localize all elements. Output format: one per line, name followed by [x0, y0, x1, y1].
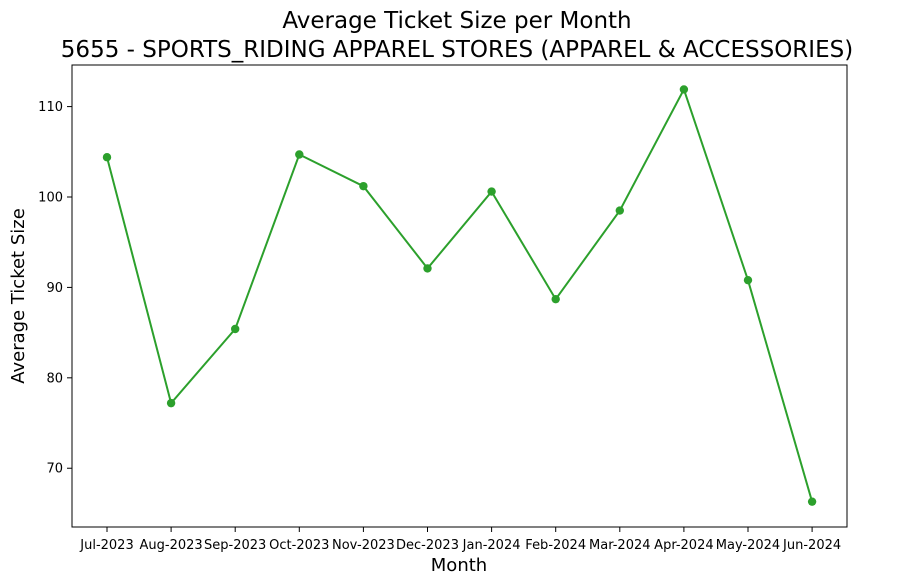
- x-tick-label: Nov-2023: [332, 538, 395, 553]
- y-tick-label: 110: [38, 100, 63, 115]
- data-point-dec-2023: [423, 264, 432, 273]
- y-axis-label: Average Ticket Size: [8, 208, 29, 384]
- x-tick-label: Mar-2024: [589, 538, 650, 553]
- y-tick-label: 80: [46, 371, 63, 386]
- data-point-jul-2023: [102, 153, 112, 162]
- x-tick-label: May-2024: [716, 538, 780, 553]
- x-tick-label: Jan-2024: [462, 538, 521, 553]
- y-tick-label: 90: [46, 281, 63, 296]
- x-tick-label: Jul-2023: [79, 538, 133, 553]
- y-tick-label: 70: [46, 462, 63, 477]
- series-line: [106, 86, 814, 502]
- data-point-aug-2023: [166, 398, 176, 408]
- x-tick-label: Jun-2024: [782, 538, 841, 553]
- chart-title: Average Ticket Size per Month: [282, 8, 631, 34]
- x-tick-label: Feb-2024: [525, 538, 586, 553]
- x-tick-label: Sep-2023: [204, 538, 266, 553]
- data-point-jan-2024: [487, 187, 496, 196]
- data-point-jun-2024: [807, 497, 817, 506]
- data-point-oct-2023: [295, 150, 304, 159]
- x-axis-ticks: Jul-2023 Aug-2023 Sep-2023 Oct-2023 Nov-2023…: [79, 527, 841, 553]
- plot-frame: [71, 64, 848, 528]
- y-tick-label: 100: [38, 191, 63, 206]
- chart-subtitle: 5655 - SPORTS_RIDING APPAREL STORES (APP…: [61, 37, 853, 63]
- x-tick-label: Dec-2023: [396, 538, 459, 553]
- data-point-mar-2024: [615, 206, 624, 215]
- y-axis-ticks: 70 80 90 100 110: [38, 100, 72, 477]
- data-point-sep-2023: [231, 324, 240, 334]
- x-tick-label: Apr-2024: [654, 538, 713, 553]
- x-axis-label: Month: [431, 555, 487, 576]
- data-point-apr-2024: [679, 85, 689, 94]
- data-point-may-2024: [743, 275, 753, 285]
- series-points: [102, 85, 817, 506]
- data-point-feb-2024: [551, 294, 560, 304]
- x-tick-label: Oct-2023: [269, 538, 329, 553]
- x-tick-label: Aug-2023: [140, 538, 203, 553]
- data-point-nov-2023: [359, 181, 368, 191]
